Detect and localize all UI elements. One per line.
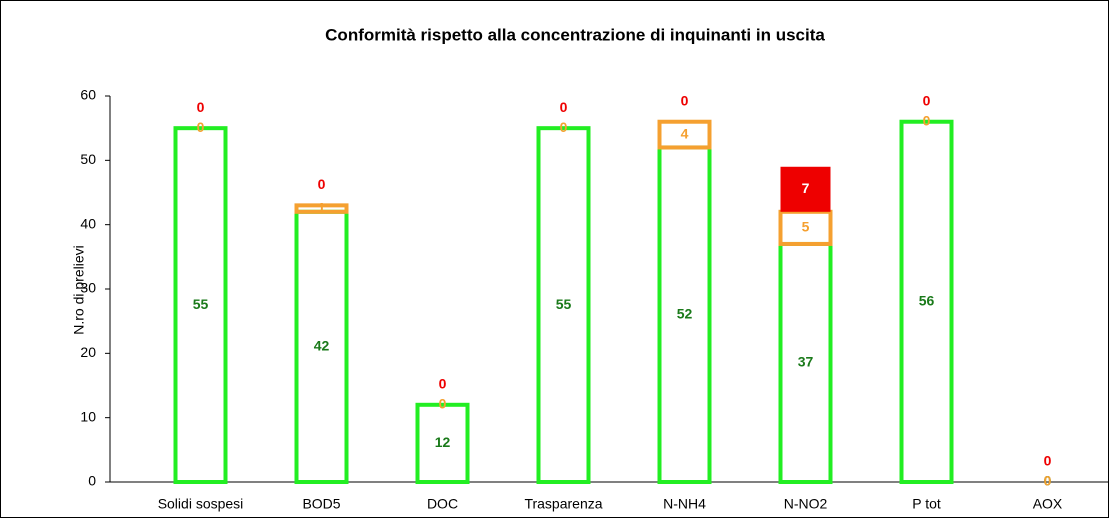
y-tick-label: 60 [80,87,96,103]
x-tick-label: Solidi sospesi [158,496,244,512]
bar-segment [415,402,470,484]
bar-segment [536,126,591,485]
x-tick-label: N-NH4 [663,496,706,512]
bar-segment [899,119,954,484]
bar-segment [778,209,833,246]
data-label: 0 [681,92,689,108]
data-label: 0 [923,92,931,108]
data-label: 37 [798,354,814,370]
x-tick-label: DOC [427,496,458,512]
x-tick-label: AOX [1033,496,1063,512]
y-tick-label: 20 [80,344,96,360]
data-label: 5 [802,219,810,235]
chart-title: Conformità rispetto alla concentrazione … [325,25,825,44]
data-label: 42 [314,338,330,354]
data-label: 0 [560,119,568,135]
x-tick-label: N-NO2 [784,496,828,512]
data-label: 0 [318,176,326,192]
data-label: 0 [439,396,447,412]
y-tick-label: 10 [80,408,96,424]
data-label: 0 [923,112,931,128]
data-label: 56 [919,293,935,309]
data-label: 0 [197,119,205,135]
y-axis-label: N.ro di prelievi [71,245,87,334]
bar-segment [294,203,349,214]
y-tick-label: 50 [80,151,96,167]
data-label: 4 [681,125,689,141]
bar-segment [657,119,712,150]
data-label: 0 [1044,453,1052,469]
data-label: 0 [1044,473,1052,489]
data-label: 7 [802,180,810,196]
data-label: 52 [677,305,693,321]
x-tick-label: Trasparenza [524,496,602,512]
bar-segment [173,126,228,485]
y-tick-label: 30 [80,280,96,296]
data-label: 12 [435,434,451,450]
data-label: 55 [556,296,572,312]
data-label: 0 [1044,473,1052,489]
data-label: 0 [560,99,568,115]
data-label: 55 [193,296,209,312]
data-label: 0 [439,376,447,392]
bar-segment [780,166,831,212]
x-tick-label: BOD5 [302,496,340,512]
y-tick-label: 40 [80,215,96,231]
y-tick-label: 0 [88,473,96,489]
x-tick-label: P tot [912,496,941,512]
data-label: 1 [318,199,326,215]
data-label: 0 [197,99,205,115]
